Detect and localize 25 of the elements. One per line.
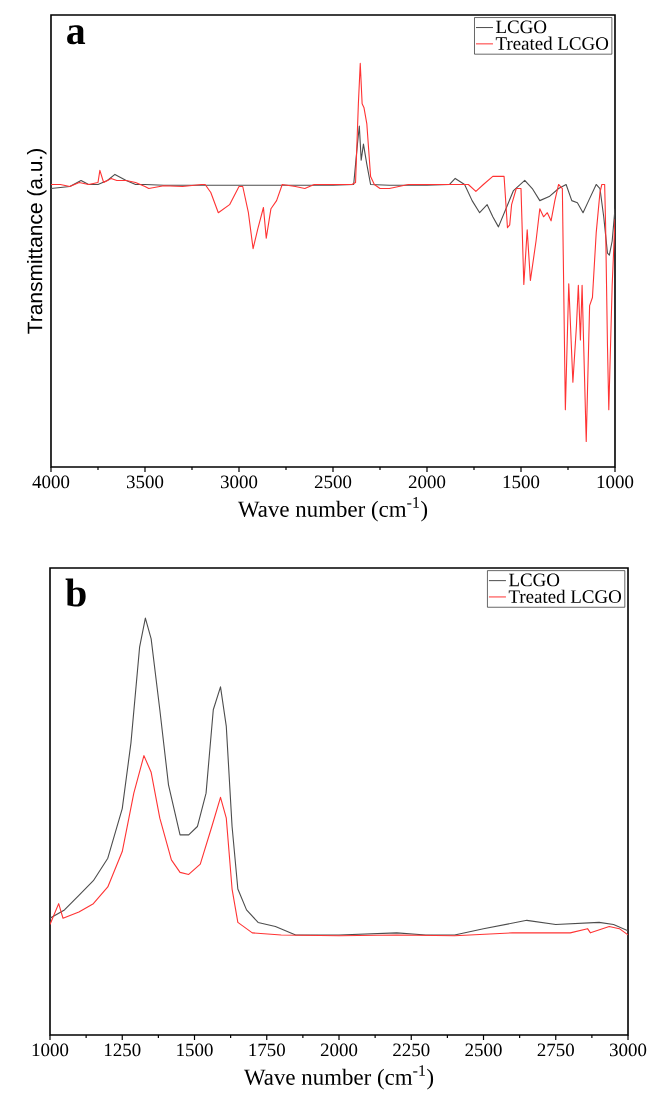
x-tick-label: 3000 — [609, 1043, 647, 1057]
x-axis-title: Wave number (cm$^{-1}$) — [243, 1065, 434, 1090]
x-tick-label: 1250 — [104, 1043, 141, 1057]
legend-label: LCGO — [508, 573, 560, 587]
x-tick-label: 4000 — [32, 475, 70, 489]
x-tick-label: 1500 — [503, 475, 540, 489]
x-tick-label: 1000 — [597, 475, 634, 489]
x-tick-label: 2000 — [320, 1043, 358, 1057]
legend-label: LCGO — [496, 20, 547, 34]
x-tick-label: 2250 — [393, 1043, 430, 1057]
text: a — [67, 25, 86, 45]
x-tick-label: 1500 — [177, 1043, 213, 1057]
x-tick-label: 2500 — [465, 1043, 502, 1057]
y-axis-title: Transmittance (a.u.) — [26, 149, 47, 334]
legend-label: Treated LCGO — [508, 589, 622, 603]
x-tick-label: 2500 — [314, 475, 352, 489]
x-tick-label: 3500 — [126, 475, 164, 489]
x-tick-label: 1000 — [32, 1043, 69, 1057]
x-tick-label: 2000 — [408, 475, 446, 489]
x-axis-title: Wave number (cm$^{-1}$) — [237, 497, 428, 522]
x-tick-label: 3000 — [220, 475, 258, 489]
legend-label: Treated LCGO — [495, 36, 609, 50]
x-tick-label: 2750 — [537, 1043, 574, 1057]
x-tick-label: 1750 — [249, 1043, 285, 1057]
text: b — [65, 578, 86, 607]
